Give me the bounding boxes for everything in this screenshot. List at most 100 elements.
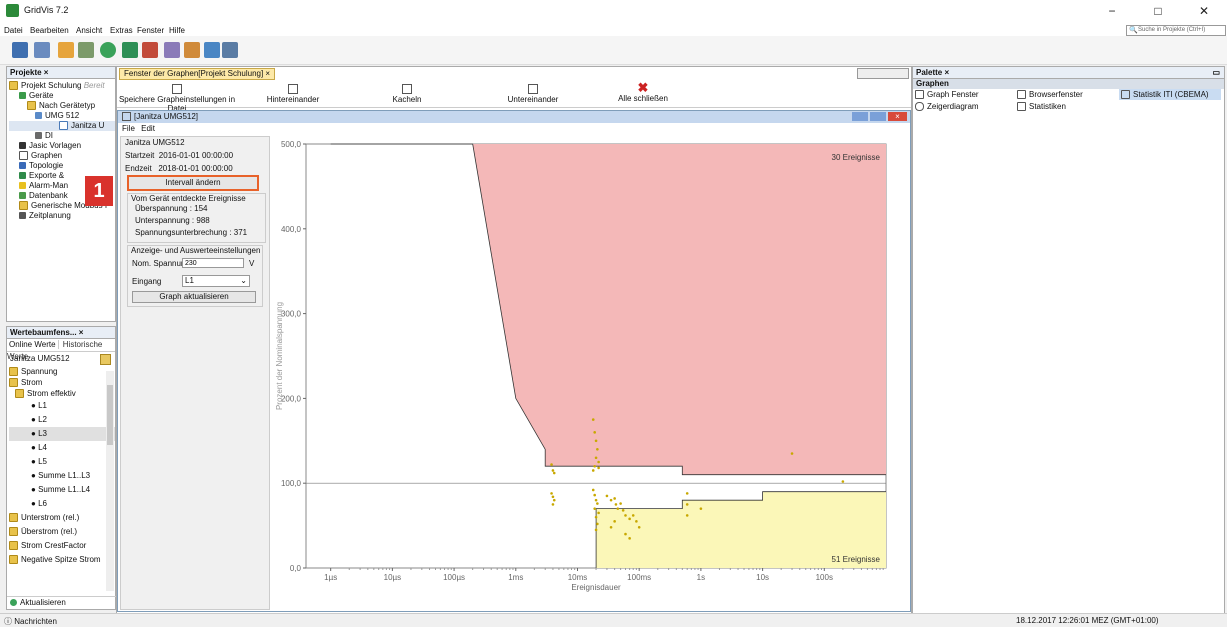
- refresh-row[interactable]: Aktualisieren: [7, 596, 116, 609]
- palette-title[interactable]: Palette ×: [916, 68, 950, 77]
- update-graph-button[interactable]: Graph aktualisieren: [132, 291, 256, 303]
- graph-window-tab-label: Fenster der Graphen[Projekt Schulung]: [124, 69, 264, 78]
- event-point: [552, 471, 556, 475]
- search-box[interactable]: 🔍 Suche in Projekte (Ctrl+I): [1126, 25, 1226, 36]
- values-item-sum13[interactable]: ● Summe L1..L3: [9, 469, 115, 483]
- values-item-neg-peak[interactable]: Negative Spitze Strom: [9, 553, 115, 567]
- save-all-icon[interactable]: [34, 42, 50, 58]
- meter-icon: [59, 121, 68, 131]
- nominal-voltage-unit: V: [249, 259, 255, 268]
- menu-fenster[interactable]: Fenster: [137, 26, 165, 35]
- user-icon[interactable]: [184, 42, 200, 58]
- values-item-l6[interactable]: ● L6: [9, 497, 115, 511]
- graph-window: Fenster der Graphen[Projekt Schulung] × …: [116, 66, 912, 614]
- report-icon[interactable]: [142, 42, 158, 58]
- project-icon: [9, 81, 18, 91]
- tree-item-graphs[interactable]: Graphen: [9, 151, 115, 161]
- tab-online[interactable]: Online Werte: [7, 340, 59, 349]
- menu-ansicht[interactable]: Ansicht: [76, 26, 103, 35]
- refresh-icon: [10, 599, 17, 607]
- scrollbar-thumb[interactable]: [107, 385, 113, 445]
- tree-item-modbus[interactable]: Generische Modbus I: [9, 201, 115, 211]
- values-item-l3[interactable]: ● L3: [9, 427, 115, 441]
- upper-tolerance-curve: [330, 143, 886, 476]
- database-icon[interactable]: [204, 42, 220, 58]
- menu-hilfe[interactable]: Hilfe: [169, 26, 186, 35]
- messages-item[interactable]: ⓘ Nachrichten: [4, 616, 57, 627]
- inner-close-button[interactable]: ×: [888, 112, 907, 121]
- tree-item-topology[interactable]: Topologie: [9, 161, 115, 171]
- values-scrollbar[interactable]: [106, 371, 114, 591]
- close-all-button[interactable]: ✖ Alle schließen: [607, 81, 679, 107]
- change-interval-button[interactable]: Intervall ändern: [127, 175, 259, 191]
- minimize-palette-icon[interactable]: ▭: [1212, 68, 1220, 77]
- values-item-ueberstrom[interactable]: Überstrom (rel.): [9, 525, 115, 539]
- palette-phasor[interactable]: Zeigerdiagram: [915, 102, 979, 112]
- tree-item-jasic[interactable]: Jasic Vorlagen: [9, 141, 115, 151]
- palette-iti-statistic[interactable]: Statistik ITI (CBEMA): [1119, 89, 1221, 100]
- maximize-button[interactable]: □: [1154, 4, 1162, 18]
- tree-label: Generische Modbus I: [31, 201, 108, 210]
- dot-icon: ●: [31, 499, 39, 508]
- values-panel-title[interactable]: Wertebaumfens... ×: [10, 328, 84, 337]
- palette-statistics[interactable]: Statistiken: [1017, 102, 1066, 112]
- values-item-l4[interactable]: ● L4: [9, 441, 115, 455]
- stack-button[interactable]: Untereinander: [497, 81, 569, 107]
- palette-browser-window[interactable]: Browserfenster: [1017, 90, 1083, 100]
- nominal-voltage-input[interactable]: [182, 258, 244, 268]
- inner-menu-file[interactable]: File: [122, 124, 135, 133]
- connect-icon[interactable]: [100, 42, 116, 58]
- projects-panel-title[interactable]: Projekte ×: [10, 68, 49, 77]
- tile-button[interactable]: Kacheln: [377, 81, 437, 107]
- tree-item-umg512[interactable]: UMG 512: [9, 111, 115, 121]
- values-item-sum14[interactable]: ● Summe L1..L4: [9, 483, 115, 497]
- save-icon[interactable]: [12, 42, 28, 58]
- tab-historical[interactable]: Historische Werte: [7, 340, 103, 361]
- device-icon[interactable]: [122, 42, 138, 58]
- x-tick-label: 1µs: [324, 573, 337, 582]
- tree-item-janitza[interactable]: Janitza U: [9, 121, 115, 131]
- undo-icon[interactable]: [58, 42, 74, 58]
- cascade-button[interactable]: Hintereinander: [257, 81, 329, 107]
- minimize-button[interactable]: −: [1108, 4, 1116, 18]
- graph-window-tab[interactable]: Fenster der Graphen[Projekt Schulung] ×: [119, 68, 276, 80]
- close-tab-icon[interactable]: ×: [265, 69, 271, 78]
- inner-minimize-button[interactable]: [852, 112, 868, 121]
- tree-item-project[interactable]: Projekt Schulung Bereit: [9, 81, 115, 91]
- redo-icon[interactable]: [78, 42, 94, 58]
- values-item-strom-effektiv[interactable]: Strom effektiv: [9, 388, 115, 399]
- locate-icon[interactable]: [100, 354, 111, 365]
- tree-item-by-type[interactable]: Nach Gerätetyp: [9, 101, 115, 111]
- menu-bearbeiten[interactable]: Bearbeiten: [30, 26, 69, 35]
- values-item-l2[interactable]: ● L2: [9, 413, 115, 427]
- values-item-l1[interactable]: ● L1: [9, 399, 115, 413]
- inner-menu-edit[interactable]: Edit: [141, 124, 155, 133]
- tools-icon[interactable]: [164, 42, 180, 58]
- tree-item-exports[interactable]: Exporte &: [9, 171, 115, 181]
- x-tick-label: 100ms: [627, 573, 651, 582]
- tree-item-alarm[interactable]: Alarm-Man: [9, 181, 115, 191]
- palette-graph-window[interactable]: Graph Fenster: [915, 90, 979, 100]
- tree-item-schedule[interactable]: Zeitplanung: [9, 211, 115, 221]
- values-item-l5[interactable]: ● L5: [9, 455, 115, 469]
- inner-restore-button[interactable]: [870, 112, 886, 121]
- stack-icon: [528, 84, 538, 94]
- menu-datei[interactable]: Datei: [4, 26, 23, 35]
- input-select[interactable]: L1 ⌄: [182, 275, 250, 287]
- values-item-unterstrom[interactable]: Unterstrom (rel.): [9, 511, 115, 525]
- tree-item-database[interactable]: Datenbank: [9, 191, 115, 201]
- inner-menu: File Edit: [118, 123, 910, 134]
- graph-window-nav[interactable]: [857, 68, 909, 79]
- tree-item-devices[interactable]: Geräte: [9, 91, 115, 101]
- values-item-strom[interactable]: Strom: [9, 377, 115, 388]
- values-item-spannung[interactable]: Spannung: [9, 366, 115, 377]
- values-item-crest[interactable]: Strom CrestFactor: [9, 539, 115, 553]
- monitor-icon[interactable]: [222, 42, 238, 58]
- search-icon: 🔍: [1129, 27, 1138, 34]
- palette-section[interactable]: Graphen: [913, 79, 1224, 89]
- close-button[interactable]: ✕: [1198, 4, 1210, 18]
- input-select-value: L1: [185, 276, 194, 285]
- menu-extras[interactable]: Extras: [110, 26, 133, 35]
- save-settings-button[interactable]: Speichere Grapheinstellungen in Datei: [117, 81, 237, 113]
- tree-item-di[interactable]: DI: [9, 131, 115, 141]
